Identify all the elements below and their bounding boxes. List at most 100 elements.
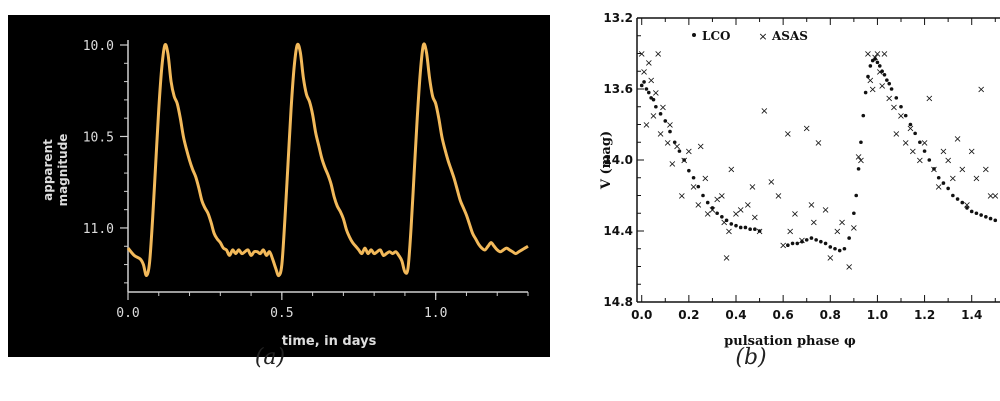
panel-b-lco-point xyxy=(823,241,828,246)
panel-b-lco-point xyxy=(868,64,873,68)
panel-b-lco-point xyxy=(677,149,682,153)
panel-b-series: ××××××××××××××××××××××××××××××××××××××××… xyxy=(638,49,1000,273)
panel-b-lco-point xyxy=(748,227,752,232)
panel-b-x-tick-label: 1.4 xyxy=(961,308,982,322)
panel-b-asas-point: × xyxy=(803,124,811,135)
panel-b-asas-point: × xyxy=(737,205,745,216)
panel-b-asas-point: × xyxy=(640,67,648,78)
panel-a-series xyxy=(126,42,529,278)
panel-b-asas-point: × xyxy=(968,147,976,158)
panel-b-asas-point: × xyxy=(647,76,655,87)
panel-b-lco-point xyxy=(833,246,837,251)
panel-b-lco-point xyxy=(800,239,804,244)
panel-b-asas-point: × xyxy=(902,138,910,149)
panel-b-asas-point: × xyxy=(920,138,928,149)
panel-b-asas-point: × xyxy=(701,173,709,184)
panel-a-y-tick-label: 10.0 xyxy=(83,39,114,54)
panel-a-ylabel-line2: magnitude xyxy=(56,134,70,207)
panel-b-lco-point xyxy=(738,225,743,230)
panel-b-x-tick-label: 0.4 xyxy=(725,308,746,322)
panel-b-asas-point: × xyxy=(833,227,841,238)
panel-b-asas-point: × xyxy=(666,120,674,131)
panel-b-asas-point: × xyxy=(821,205,829,216)
panel-b-asas-point: × xyxy=(854,152,862,163)
panel-b-lco-point xyxy=(814,238,818,242)
panel-b-lco-point xyxy=(882,73,887,77)
panel-b-asas-point: × xyxy=(767,177,775,188)
panel-b-asas-point: × xyxy=(680,156,688,167)
panel-b-asas-point: × xyxy=(880,49,888,60)
panel-b-x-tick-label: 0.8 xyxy=(820,308,841,322)
panel-b-asas-point: × xyxy=(890,102,898,113)
panel-b-x-tick-label: 1.0 xyxy=(867,308,888,322)
panel-b-lco-point xyxy=(965,206,969,210)
panel-b-asas-point: × xyxy=(869,85,877,96)
panel-b-asas-point: × xyxy=(878,81,886,92)
panel-b-asas-point: × xyxy=(949,173,957,184)
panel-b-lco-point xyxy=(651,97,656,102)
panel-b-asas-point: × xyxy=(810,218,818,229)
panel-b-lco-point xyxy=(852,211,856,216)
panel-b-asas-point: × xyxy=(873,49,881,60)
panel-b-asas-point: × xyxy=(982,164,990,175)
panel-b-lco-point xyxy=(946,186,950,191)
panel-b-asas-point: × xyxy=(784,129,792,140)
panel-b-asas-point: × xyxy=(760,106,768,117)
panel-b-y-tick-label: 14.8 xyxy=(603,295,633,309)
caption-b: (b) xyxy=(735,345,767,370)
panel-b-lco-point xyxy=(786,243,790,247)
panel-b-lco-point xyxy=(859,140,863,145)
panel-b-lco-point xyxy=(908,122,913,127)
panel-b-asas-point: × xyxy=(689,182,697,193)
panel-b-asas-point: × xyxy=(958,164,966,175)
panel-b-asas-point: × xyxy=(807,200,815,211)
panel-b-lco-point xyxy=(639,83,644,88)
panel-b-lco-point xyxy=(974,211,979,216)
panel-b-asas-point: × xyxy=(654,49,662,60)
panel-b-asas-point: × xyxy=(696,141,704,152)
panel-b-lco-point xyxy=(691,175,696,180)
panel-b-asas-point: × xyxy=(656,129,664,140)
panel-b-lco-point xyxy=(922,149,927,153)
panel-b-asas-point: × xyxy=(963,200,971,211)
legend-lco-label: LCO xyxy=(702,29,730,43)
panel-b-lco-point xyxy=(941,181,946,185)
panel-b-lco-point xyxy=(969,209,974,214)
legend-asas-label: ASAS xyxy=(771,29,808,43)
panel-b-lco-point xyxy=(955,197,960,201)
panel-a-ticks: 0.0 0.5 1.0 10.0 10.5 11.0 xyxy=(83,39,529,321)
panel-b-asas-point: × xyxy=(944,156,952,167)
panel-b-lco-point xyxy=(819,239,823,244)
panel-b-lco-point xyxy=(863,90,868,95)
panel-a-light-curve: 0.0 0.5 1.0 10.0 10.5 11.0 apparent magnitude… xyxy=(8,15,550,357)
panel-b-lco-point xyxy=(960,200,965,205)
panel-b-lco-point xyxy=(710,206,715,210)
panel-b-x-tick-label: 1.2 xyxy=(914,308,935,322)
panel-b-lco-point xyxy=(724,218,729,223)
panel-a-y-tick-label: 10.5 xyxy=(83,130,114,145)
panel-b-legend: LCO × ASAS xyxy=(692,29,808,43)
panel-b-lco-point xyxy=(663,119,668,123)
panel-b-asas-point: × xyxy=(722,253,730,264)
panel-b-asas-point: × xyxy=(866,76,874,87)
panel-b-lco-point xyxy=(856,167,861,171)
panel-b-asas-point: × xyxy=(791,209,799,220)
panel-a-x-tick-label: 0.0 xyxy=(116,306,139,321)
panel-b-lco-point xyxy=(993,218,998,223)
panel-b-asas-point: × xyxy=(786,227,794,238)
panel-b-lco-point xyxy=(658,112,663,116)
panel-a-x-tick-label: 1.0 xyxy=(424,306,447,321)
panel-b-lco-point xyxy=(682,158,686,162)
panel-b-asas-point: × xyxy=(744,200,752,211)
panel-b-y-tick-label: 14.4 xyxy=(603,224,633,238)
panel-b-asas-point: × xyxy=(930,164,938,175)
panel-b-asas-point: × xyxy=(935,182,943,193)
panel-b-asas-point: × xyxy=(925,93,933,104)
panel-b-asas-point: × xyxy=(876,67,884,78)
panel-b-asas-point: × xyxy=(678,191,686,202)
panel-b-lco-point xyxy=(734,223,738,228)
panel-b-asas-point: × xyxy=(694,200,702,211)
panel-b-x-tick-label: 0.0 xyxy=(631,308,652,322)
panel-b-lco-point xyxy=(979,213,983,217)
panel-b-lco-point xyxy=(847,236,851,240)
